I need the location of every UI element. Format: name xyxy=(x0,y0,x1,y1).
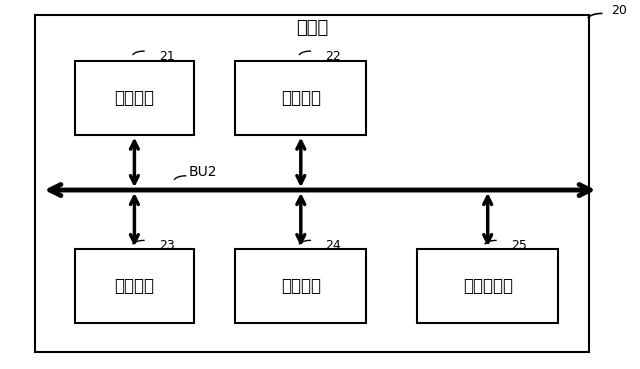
FancyBboxPatch shape xyxy=(236,61,366,135)
Text: 入出力装置: 入出力装置 xyxy=(463,277,513,295)
FancyBboxPatch shape xyxy=(76,249,193,323)
FancyBboxPatch shape xyxy=(236,249,366,323)
Text: 21: 21 xyxy=(159,49,175,63)
Text: 22: 22 xyxy=(325,49,341,63)
Text: BU2: BU2 xyxy=(189,165,218,179)
Text: 通信装置: 通信装置 xyxy=(281,277,321,295)
Text: 記憶装置: 記憶装置 xyxy=(281,89,321,107)
Text: 23: 23 xyxy=(159,239,175,252)
FancyBboxPatch shape xyxy=(35,15,589,352)
FancyBboxPatch shape xyxy=(76,61,193,135)
Text: 20: 20 xyxy=(611,4,627,17)
Text: 受信装置: 受信装置 xyxy=(115,277,154,295)
FancyBboxPatch shape xyxy=(417,249,558,323)
Text: 24: 24 xyxy=(325,239,341,252)
Text: 制御装置: 制御装置 xyxy=(115,89,154,107)
Text: 25: 25 xyxy=(511,239,527,252)
Text: 受信機: 受信機 xyxy=(296,19,328,37)
